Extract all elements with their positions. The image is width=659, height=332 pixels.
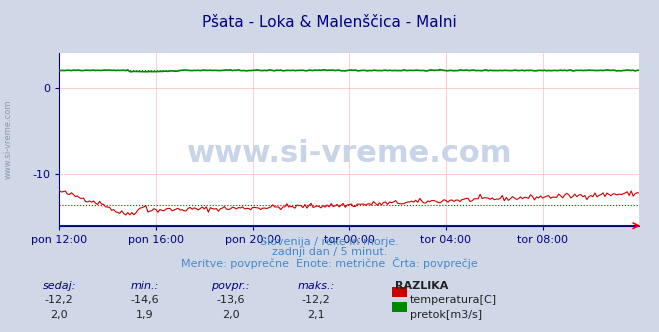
Text: Meritve: povprečne  Enote: metrične  Črta: povprečje: Meritve: povprečne Enote: metrične Črta:… — [181, 257, 478, 269]
Text: Pšata - Loka & Malenščica - Malni: Pšata - Loka & Malenščica - Malni — [202, 15, 457, 30]
Text: pretok[m3/s]: pretok[m3/s] — [410, 310, 482, 320]
Bar — [392, 302, 407, 312]
Text: -12,2: -12,2 — [45, 295, 74, 305]
Text: 2,0: 2,0 — [51, 310, 68, 320]
Text: www.si-vreme.com: www.si-vreme.com — [186, 139, 512, 168]
Bar — [392, 287, 407, 297]
Text: temperatura[C]: temperatura[C] — [410, 295, 497, 305]
Text: -12,2: -12,2 — [302, 295, 331, 305]
Text: -14,6: -14,6 — [130, 295, 159, 305]
Text: 2,1: 2,1 — [308, 310, 325, 320]
Text: -13,6: -13,6 — [216, 295, 245, 305]
Text: povpr.:: povpr.: — [212, 281, 250, 290]
Text: www.si-vreme.com: www.si-vreme.com — [3, 100, 13, 179]
Text: 2,0: 2,0 — [222, 310, 239, 320]
Text: sedaj:: sedaj: — [43, 281, 76, 290]
Text: Slovenija / reke in morje.: Slovenija / reke in morje. — [260, 237, 399, 247]
Text: RAZLIKA: RAZLIKA — [395, 281, 449, 290]
Text: zadnji dan / 5 minut.: zadnji dan / 5 minut. — [272, 247, 387, 257]
Text: min.:: min.: — [131, 281, 159, 290]
Text: maks.:: maks.: — [298, 281, 335, 290]
Text: 1,9: 1,9 — [136, 310, 154, 320]
